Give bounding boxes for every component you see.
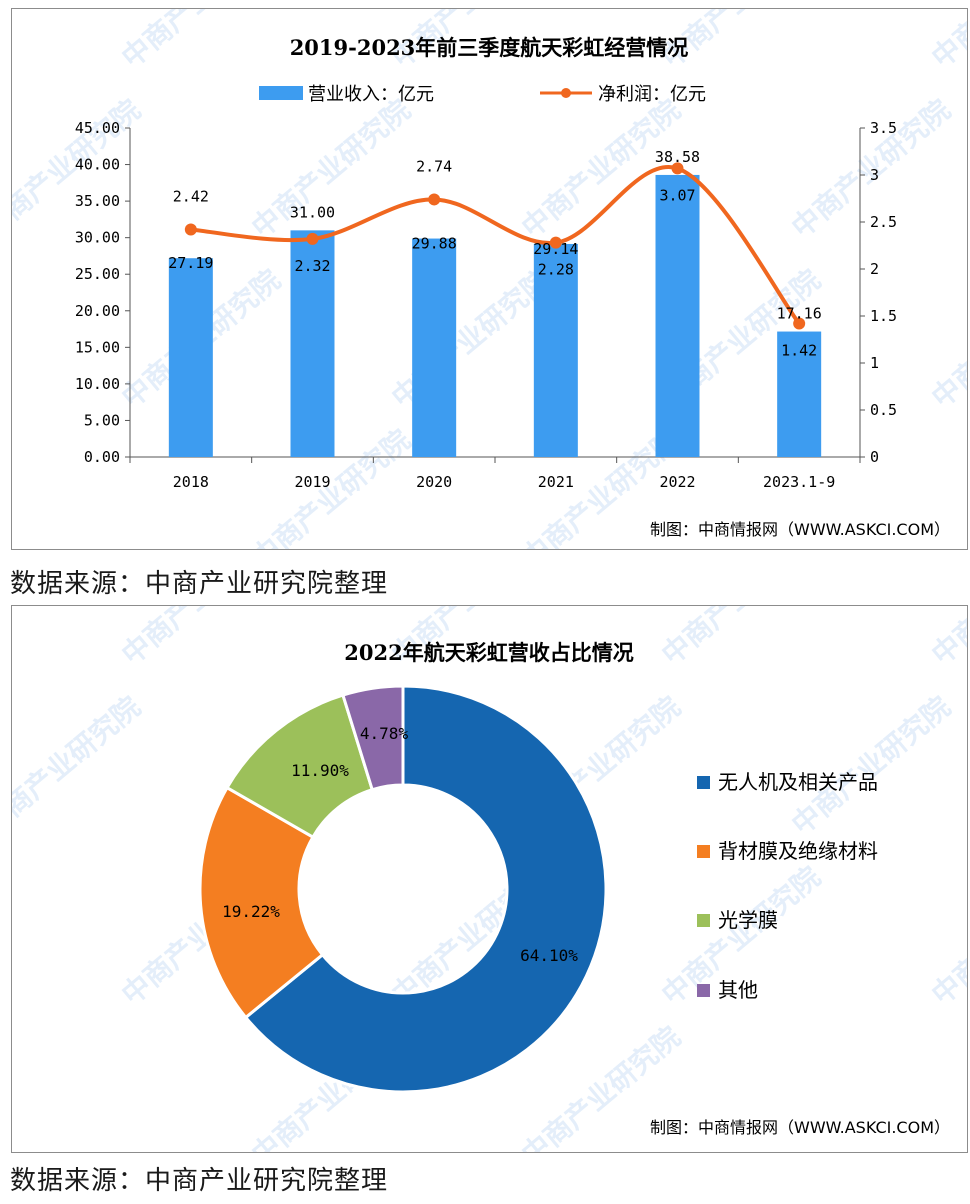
revenue-bar [412,238,457,457]
net-profit-marker [793,317,806,330]
donut-slice [243,684,608,1094]
slice-data-label: 19.22% [222,902,280,921]
x-tick-label: 2019 [294,473,330,491]
source-note-1: 数据来源：中商产业研究院整理 [10,569,389,599]
y-right-tick-label: 3.5 [870,119,897,137]
donut-slice [341,684,405,792]
watermark-text: 中商产业研究院 [385,263,556,414]
legend-label: 光学膜 [718,908,778,932]
legend-line-label: 净利润：亿元 [598,84,706,105]
y-left-tick-label: 35.00 [75,192,120,210]
y-left-tick-label: 30.00 [75,229,120,247]
watermark-text: 中商产业研究院 [785,690,956,841]
net-profit-data-label: 1.42 [781,342,817,360]
legend-label: 背材膜及绝缘材料 [718,839,878,863]
legend-bar-swatch [259,86,303,100]
y-right-tick-label: 2.5 [870,213,897,231]
revenue-data-label: 27.19 [168,254,213,272]
chart-title: 2019-2023年前三季度航天彩虹经营情况 [290,35,689,60]
y-left-tick-label: 45.00 [75,119,120,137]
watermark-text: 中商产业研究院 [115,606,286,671]
net-profit-data-label: 2.74 [416,157,452,175]
watermark-text: 中商产业研究院 [115,9,286,74]
y-left-tick-label: 10.00 [75,375,120,393]
slice-data-label: 64.10% [520,946,578,965]
y-left-tick-label: 0.00 [84,448,120,466]
revenue-bar [168,258,213,457]
net-profit-marker [671,162,684,175]
revenue-data-label: 29.88 [412,235,457,253]
watermark-layer: 中商产业研究院中商产业研究院中商产业研究院中商产业研究院中商产业研究院中商产业研… [12,9,967,549]
y-left-tick-label: 15.00 [75,338,120,356]
slice-data-label: 4.78% [360,724,409,743]
revenue-bar [655,174,700,458]
watermark-text: 中商产业研究院 [245,93,416,244]
y-right-tick-label: 3 [870,166,879,184]
y-left-tick-label: 25.00 [75,265,120,283]
net-profit-marker [549,236,562,249]
watermark-text: 中商产业研究院 [655,606,826,671]
revenue-data-label: 17.16 [777,305,822,323]
revenue-data-label: 31.00 [290,203,335,221]
net-profit-data-label: 2.32 [294,257,330,275]
slice-data-label: 11.90% [291,761,349,780]
x-tick-label: 2023.1-9 [763,473,835,491]
net-profit-data-label: 3.07 [659,186,695,204]
revenue-bar [290,230,335,457]
y-right-tick-label: 2 [870,260,879,278]
x-tick-label: 2022 [659,473,695,491]
source-note-2: 数据来源：中商产业研究院整理 [10,1166,389,1196]
legend-label: 无人机及相关产品 [718,770,878,794]
revenue-data-label: 29.14 [533,240,578,258]
legend-bar-label: 营业收入：亿元 [308,84,434,105]
x-tick-label: 2021 [538,473,574,491]
y-right-tick-label: 1.5 [870,307,897,325]
legend-swatch [697,914,710,927]
revenue-bar [777,331,822,457]
y-left-tick-label: 20.00 [75,302,120,320]
legend-swatch [697,984,710,997]
y-left-tick-label: 5.00 [84,411,120,429]
chart-credit: 制图：中商情报网（WWW.ASKCI.COM） [650,1118,950,1137]
y-left-tick-label: 40.00 [75,156,120,174]
revenue-share-chart-panel: 中商产业研究院 中商产业研究院 中商产业研究院 中商产业研究院 中商产业研究院 中商产业研… [11,605,968,1153]
chart-credit: 制图：中商情报网（WWW.ASKCI.COM） [650,520,950,539]
watermark-text: 中商产业研究院 [925,606,967,671]
net-profit-data-label: 2.28 [538,261,574,279]
revenue-data-label: 38.58 [655,148,700,166]
legend-swatch [697,845,710,858]
revenue-profit-chart-panel: 中商产业研究院 中商产业研究院 中商产业研究院 中商产业研究院 中商产业研究院 中商产业研… [11,8,968,550]
watermark-text: 中商产业研究院 [925,9,967,74]
legend-line-marker [561,88,571,98]
chart-title: 2022年航天彩虹营收占比情况 [344,640,633,665]
y-right-tick-label: 0.5 [870,401,897,419]
watermark-text: 中商产业研究院 [925,860,967,1011]
y-right-tick-label: 0 [870,448,879,466]
net-profit-marker [184,223,197,236]
x-tick-label: 2018 [173,473,209,491]
legend-swatch [697,776,710,789]
x-tick-label: 2020 [416,473,452,491]
net-profit-marker [428,193,441,206]
watermark-text: 中商产业研究院 [12,690,147,841]
revenue-bar [533,243,578,457]
y-right-tick-label: 1 [870,354,879,372]
legend-label: 其他 [718,978,758,1002]
net-profit-data-label: 2.42 [173,188,209,206]
net-profit-marker [306,232,319,245]
watermark-text: 中商产业研究院 [925,263,967,414]
donut-slice [198,785,325,1020]
